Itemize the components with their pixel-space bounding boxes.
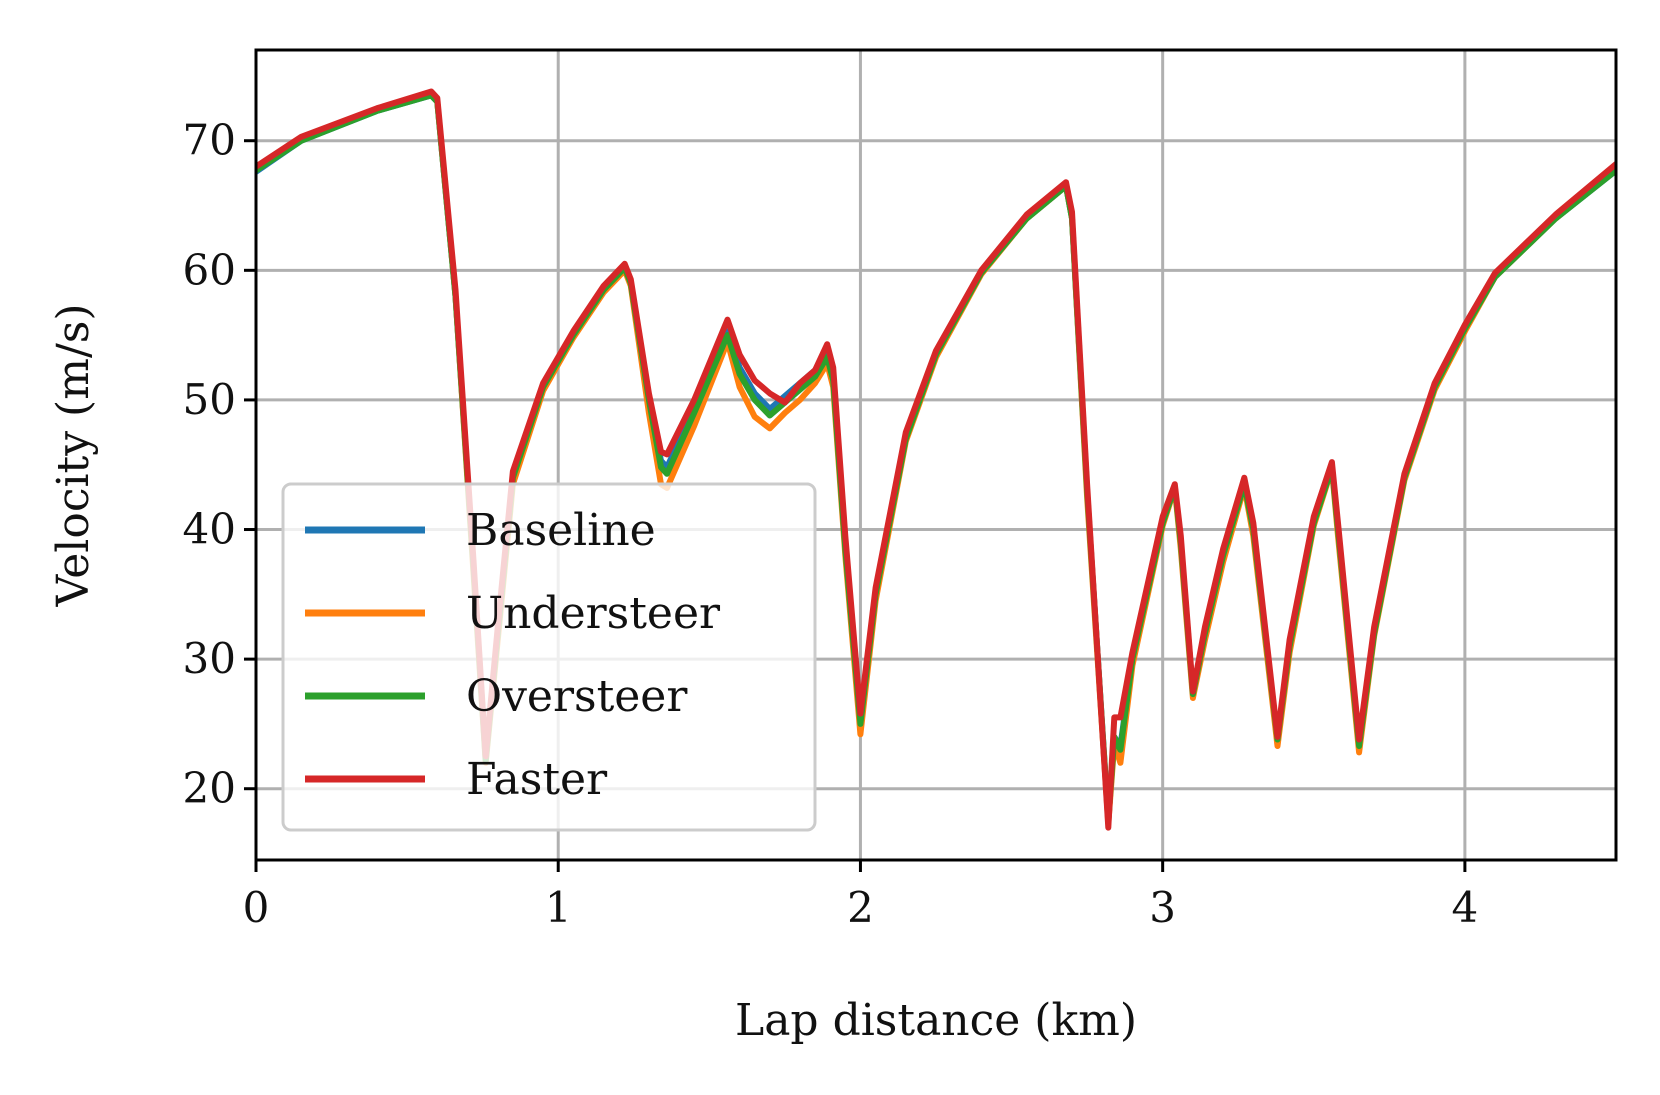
- x-tick-label: 3: [1149, 883, 1176, 932]
- x-tick-label: 2: [847, 883, 874, 932]
- y-tick-label: 50: [183, 375, 236, 424]
- series-layer: [256, 88, 1616, 831]
- y-tick-label: 30: [183, 634, 236, 683]
- legend-box: [281, 482, 817, 832]
- x-tick-label: 4: [1452, 883, 1479, 932]
- y-tick-label: 20: [183, 764, 236, 813]
- legend-label-understeer: Understeer: [466, 588, 721, 639]
- legend-label-baseline: Baseline: [466, 505, 656, 556]
- x-tick-label: 1: [545, 883, 572, 932]
- y-tick-label: 40: [183, 505, 236, 554]
- y-tick-label: 60: [183, 245, 236, 294]
- plot-frame: [254, 48, 1618, 862]
- x-tick-label: 0: [243, 883, 270, 932]
- y-tick-label: 70: [183, 116, 236, 165]
- axis-ticks: 0 1 2 3 4 20 30 40 50 60 70: [183, 116, 1479, 932]
- x-axis-label: Lap distance (km): [735, 995, 1137, 1046]
- series-line-faster: [256, 88, 1616, 831]
- legend-label-faster: Faster: [466, 754, 608, 805]
- legend-label-oversteer: Oversteer: [466, 671, 688, 722]
- y-axis-label: Velocity (m/s): [48, 303, 99, 607]
- legend: Baseline Understeer Oversteer Faster: [281, 482, 817, 832]
